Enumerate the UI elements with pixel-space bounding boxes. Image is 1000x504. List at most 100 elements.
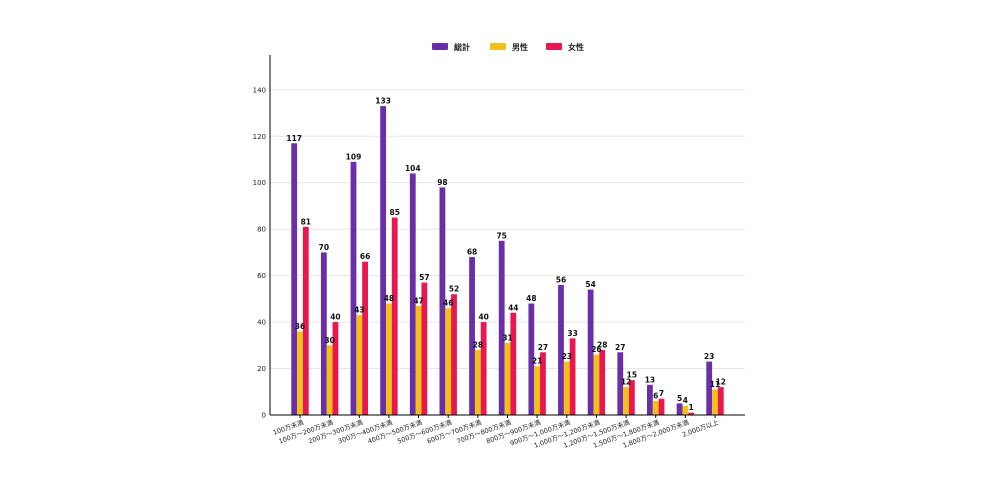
bar — [380, 106, 387, 415]
data-label: 21 — [532, 357, 542, 366]
data-label: 48 — [526, 294, 536, 303]
y-tick-label: 0 — [262, 412, 266, 420]
data-label: 26 — [591, 345, 601, 354]
bar — [599, 349, 606, 415]
y-tick-label: 140 — [253, 86, 266, 94]
bar — [652, 401, 659, 415]
bar — [688, 412, 695, 415]
data-label: 85 — [390, 208, 400, 217]
bar — [386, 303, 392, 415]
data-label: 57 — [419, 273, 429, 282]
bar — [350, 161, 357, 415]
bar — [297, 331, 303, 415]
legend-swatch — [490, 43, 506, 50]
data-label: 23 — [562, 352, 572, 361]
data-label: 27 — [615, 343, 625, 352]
data-label: 56 — [556, 275, 566, 284]
data-label: 28 — [597, 340, 607, 349]
data-label: 28 — [473, 340, 483, 349]
y-tick-label: 100 — [253, 179, 266, 187]
bar — [356, 315, 363, 415]
bar — [540, 352, 546, 415]
bar — [617, 352, 624, 415]
data-label: 109 — [346, 152, 362, 161]
bar — [593, 354, 600, 415]
data-label: 12 — [716, 378, 726, 387]
bar — [326, 345, 333, 415]
data-label: 13 — [645, 375, 655, 384]
bar — [658, 398, 665, 415]
y-tick-label: 120 — [253, 133, 266, 141]
data-label: 66 — [360, 252, 370, 261]
data-label: 7 — [659, 389, 664, 398]
bar — [415, 305, 422, 415]
bar — [320, 252, 327, 415]
data-label: 30 — [324, 336, 334, 345]
legend-swatch — [546, 43, 562, 50]
legend-label: 女性 — [568, 42, 584, 52]
data-label: 81 — [301, 217, 311, 226]
legend-label: 総計 — [454, 42, 470, 52]
data-label: 31 — [502, 334, 512, 343]
data-label: 48 — [384, 294, 394, 303]
bar — [362, 261, 368, 415]
data-label: 1 — [689, 403, 694, 412]
bar — [498, 240, 505, 415]
y-tick-label: 40 — [257, 319, 266, 327]
bars — [291, 106, 724, 416]
y-tick-label: 60 — [257, 272, 266, 280]
data-label: 4 — [683, 396, 688, 405]
data-labels: 1173681703040109436613348851044757984652… — [286, 97, 726, 413]
data-label: 6 — [653, 392, 658, 401]
y-tick-label: 20 — [257, 365, 266, 373]
bar — [563, 361, 570, 415]
bar — [676, 403, 683, 415]
bar — [409, 173, 416, 415]
data-label: 104 — [405, 164, 421, 173]
data-label: 33 — [567, 329, 577, 338]
bar — [451, 294, 457, 415]
data-label: 40 — [478, 313, 488, 322]
data-label: 12 — [621, 378, 631, 387]
grid-lines — [270, 89, 745, 370]
legend-label: 男性 — [512, 42, 528, 52]
bar — [558, 284, 564, 415]
bar — [504, 343, 511, 415]
bar — [510, 312, 517, 415]
bar — [480, 322, 487, 415]
data-label: 11 — [710, 380, 720, 389]
data-label: 15 — [627, 371, 637, 380]
bar — [623, 387, 629, 415]
data-label: 36 — [295, 322, 305, 331]
bar — [587, 289, 594, 415]
y-tick-label: 80 — [257, 226, 266, 234]
bar — [717, 387, 724, 415]
legend-swatch — [432, 43, 448, 50]
bar — [291, 143, 298, 416]
bar — [682, 405, 689, 415]
bar — [439, 187, 446, 415]
data-label: 98 — [437, 178, 447, 187]
bar — [569, 338, 576, 415]
data-label: 46 — [443, 299, 453, 308]
data-label: 70 — [319, 243, 329, 252]
bar — [528, 303, 535, 415]
bar — [391, 217, 398, 415]
data-label: 68 — [467, 248, 477, 257]
data-label: 117 — [286, 134, 302, 143]
data-label: 54 — [585, 280, 595, 289]
bar — [534, 366, 541, 415]
bar — [628, 380, 635, 415]
data-label: 52 — [449, 285, 459, 294]
bar — [469, 257, 475, 415]
bar — [712, 389, 718, 415]
data-label: 75 — [496, 231, 506, 240]
bar — [302, 226, 309, 415]
legend: 総計 男性 女性 — [432, 42, 584, 52]
bar — [332, 322, 339, 415]
data-label: 133 — [375, 97, 391, 106]
data-label: 27 — [538, 343, 548, 352]
data-label: 5 — [677, 394, 682, 403]
